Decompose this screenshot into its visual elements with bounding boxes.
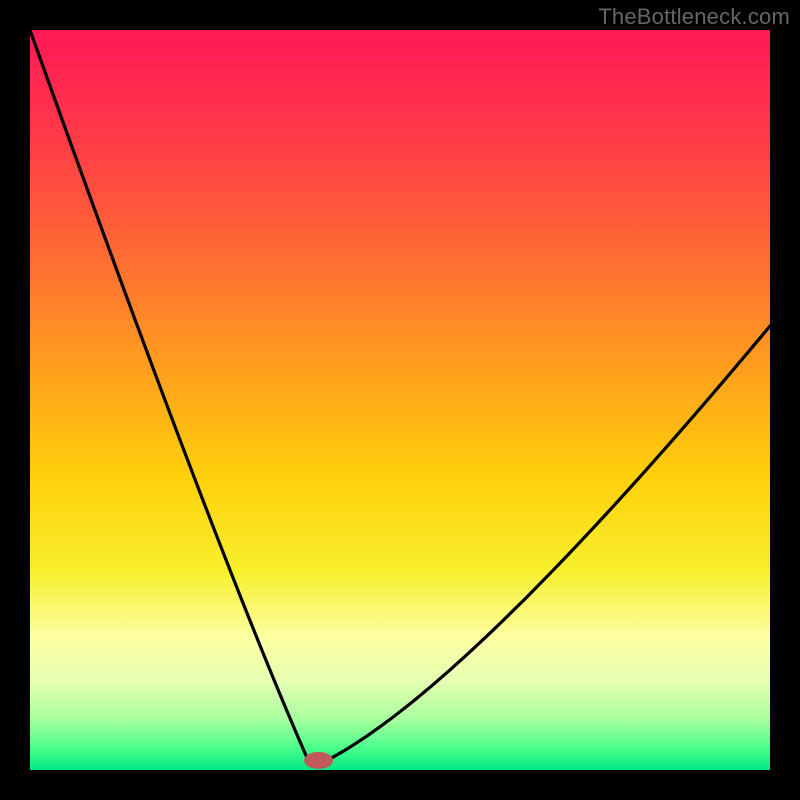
bottleneck-chart-svg bbox=[0, 0, 800, 800]
chart-container: TheBottleneck.com bbox=[0, 0, 800, 800]
plot-area bbox=[30, 30, 770, 770]
optimal-marker bbox=[305, 752, 333, 768]
watermark-label: TheBottleneck.com bbox=[598, 4, 790, 30]
